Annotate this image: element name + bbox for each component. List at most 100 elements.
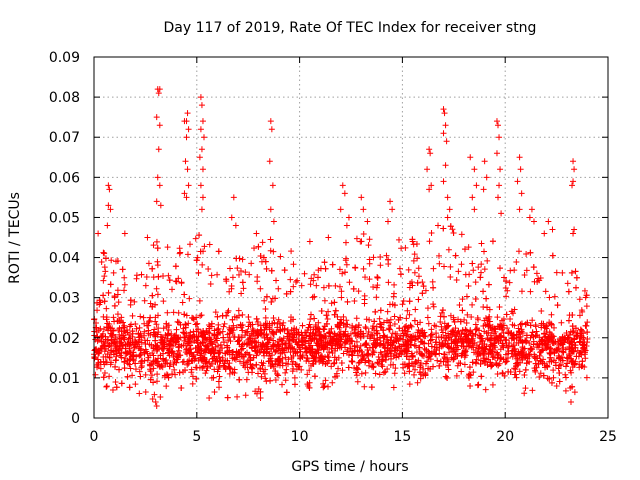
data-point	[354, 365, 361, 372]
data-point	[94, 299, 101, 306]
data-point	[419, 330, 426, 337]
data-point	[332, 282, 339, 289]
data-point	[527, 334, 534, 341]
data-point	[164, 335, 171, 342]
data-point	[152, 398, 159, 405]
data-point	[102, 255, 109, 262]
data-point	[559, 348, 566, 355]
data-point	[428, 326, 435, 333]
data-point	[465, 282, 472, 289]
data-point	[377, 349, 384, 356]
data-point	[103, 383, 110, 390]
data-point	[237, 322, 244, 329]
data-point	[118, 339, 125, 346]
data-point	[230, 349, 237, 356]
data-point	[154, 378, 161, 385]
data-point	[446, 206, 453, 213]
data-point	[361, 296, 368, 303]
data-point	[220, 323, 227, 330]
data-point	[411, 317, 418, 324]
data-point	[121, 281, 128, 288]
data-point	[530, 341, 537, 348]
data-point	[228, 283, 235, 290]
data-point	[223, 276, 230, 283]
data-point	[364, 346, 371, 353]
data-point	[569, 383, 576, 390]
data-point	[537, 357, 544, 364]
data-point	[121, 274, 128, 281]
data-point	[114, 311, 121, 318]
data-point	[321, 354, 328, 361]
data-point	[369, 332, 376, 339]
data-point	[552, 338, 559, 345]
data-point	[185, 182, 192, 189]
data-point	[149, 396, 156, 403]
data-point	[320, 284, 327, 291]
data-point	[149, 303, 156, 310]
data-point	[281, 267, 288, 274]
data-point	[149, 292, 156, 299]
data-point	[276, 362, 283, 369]
data-point	[569, 364, 576, 371]
data-point	[474, 350, 481, 357]
data-point	[475, 345, 482, 352]
data-point	[411, 366, 418, 373]
data-point	[265, 339, 272, 346]
data-point	[215, 325, 222, 332]
y-tick-label: 0.07	[49, 130, 80, 146]
data-point	[156, 122, 163, 129]
data-point	[451, 318, 458, 325]
y-tick-label: 0.02	[49, 331, 80, 347]
data-point	[244, 358, 251, 365]
data-point	[411, 251, 418, 258]
data-point	[202, 370, 209, 377]
data-point	[331, 299, 338, 306]
data-point	[147, 368, 154, 375]
data-point	[415, 296, 422, 303]
data-point	[191, 333, 198, 340]
data-point	[333, 340, 340, 347]
data-points	[91, 86, 591, 409]
x-tick-label: 15	[393, 429, 411, 445]
data-point	[362, 369, 369, 376]
data-point	[252, 388, 259, 395]
data-point	[348, 357, 355, 364]
data-point	[325, 308, 332, 315]
data-point	[173, 326, 180, 333]
data-point	[287, 317, 294, 324]
data-point	[177, 249, 184, 256]
data-point	[311, 293, 318, 300]
data-point	[290, 261, 297, 268]
data-point	[142, 371, 149, 378]
data-point	[458, 352, 465, 359]
data-point	[485, 356, 492, 363]
data-point	[208, 272, 215, 279]
data-point	[518, 320, 525, 327]
data-point	[424, 314, 431, 321]
data-point	[572, 325, 579, 332]
data-point	[282, 377, 289, 384]
data-point	[272, 295, 279, 302]
data-point	[258, 346, 265, 353]
data-point	[150, 352, 157, 359]
data-point	[322, 360, 329, 367]
data-point	[101, 343, 108, 350]
data-point	[331, 354, 338, 361]
data-point	[94, 307, 101, 314]
data-point	[415, 357, 422, 364]
data-point	[506, 279, 513, 286]
data-point	[338, 344, 345, 351]
data-point	[104, 337, 111, 344]
data-point	[492, 328, 499, 335]
data-point	[132, 360, 139, 367]
data-point	[511, 267, 518, 274]
data-point	[526, 351, 533, 358]
data-point	[494, 314, 501, 321]
data-point	[532, 368, 539, 375]
data-point	[503, 336, 510, 343]
data-point	[426, 238, 433, 245]
data-point	[279, 381, 286, 388]
data-point	[354, 378, 361, 385]
data-point	[523, 267, 530, 274]
data-point	[452, 252, 459, 259]
